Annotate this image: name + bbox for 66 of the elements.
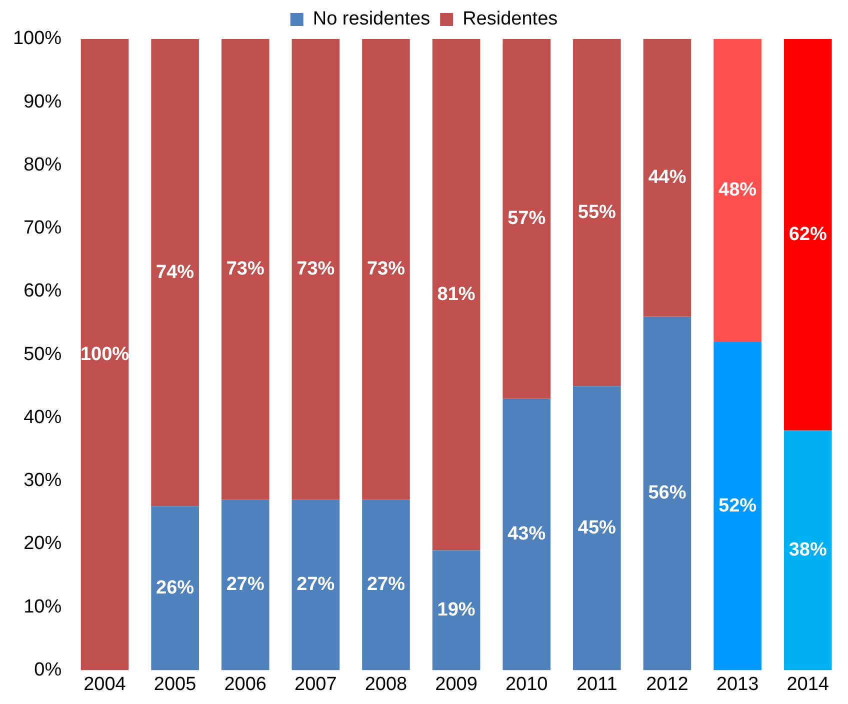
data-label: 43%: [508, 524, 546, 545]
data-label: 56%: [648, 482, 686, 504]
legend-label: Residentes: [462, 8, 558, 30]
bar: [221, 500, 270, 670]
x-tick-label: 2014: [786, 674, 830, 695]
bar: [221, 39, 270, 500]
x-tick-label: 2011: [576, 674, 618, 695]
bar: [573, 39, 621, 386]
bar: [432, 39, 480, 550]
data-label: 52%: [718, 495, 757, 516]
data-label: 73%: [226, 258, 264, 280]
legend-label: No residentes: [312, 8, 430, 30]
bar: [502, 39, 551, 399]
x-tick-label: 2010: [505, 674, 548, 695]
x-tick-label: 2012: [646, 674, 688, 695]
x-tick-label: 2009: [435, 674, 478, 695]
data-label: 27%: [366, 574, 406, 596]
y-tick-label: 20%: [24, 533, 62, 554]
x-tick-label: 2005: [154, 674, 196, 695]
bar: [714, 39, 762, 342]
bar: [362, 39, 410, 500]
bar: [80, 39, 129, 670]
y-tick-label: 70%: [24, 218, 62, 239]
y-tick-label: 60%: [24, 280, 62, 302]
bar: [292, 500, 340, 670]
x-tick-label: 2008: [364, 674, 408, 695]
data-label: 74%: [156, 262, 194, 283]
bar: [151, 506, 199, 670]
y-tick-label: 50%: [24, 344, 62, 365]
data-label: 62%: [788, 224, 827, 245]
bar: [784, 430, 832, 670]
x-tick-label: 2007: [294, 674, 337, 695]
data-label: 44%: [648, 167, 686, 188]
bar: [362, 500, 410, 670]
bar: [714, 342, 762, 670]
data-label: 26%: [156, 577, 194, 598]
y-tick-label: 30%: [24, 470, 62, 492]
bar: [432, 550, 480, 670]
data-label: 45%: [578, 517, 616, 538]
y-tick-label: 80%: [24, 154, 62, 176]
x-tick-label: 2013: [716, 674, 759, 695]
y-tick-label: 90%: [24, 91, 62, 112]
data-label: 27%: [226, 574, 264, 596]
x-tick-label: 2006: [224, 674, 267, 695]
data-label: 27%: [296, 574, 335, 596]
data-label: 81%: [437, 284, 476, 305]
data-label: 19%: [437, 599, 476, 620]
data-label: 55%: [578, 202, 616, 223]
y-tick-label: 40%: [24, 406, 62, 428]
x-tick-label: 2004: [84, 674, 126, 695]
bar: [151, 39, 199, 506]
y-tick-label: 100%: [12, 28, 62, 50]
y-tick-label: 10%: [24, 596, 62, 618]
data-label: 100%: [80, 344, 130, 365]
data-label: 48%: [718, 180, 757, 201]
bar: [573, 386, 621, 670]
bar: [643, 316, 692, 670]
y-tick-label: 0%: [34, 659, 62, 680]
bar: [784, 39, 832, 430]
bar: [292, 39, 340, 500]
data-label: 57%: [508, 208, 546, 230]
bar: [643, 39, 692, 317]
data-label: 73%: [296, 258, 335, 280]
data-label: 38%: [788, 540, 827, 561]
data-label: 73%: [366, 258, 406, 280]
bar: [502, 398, 551, 670]
